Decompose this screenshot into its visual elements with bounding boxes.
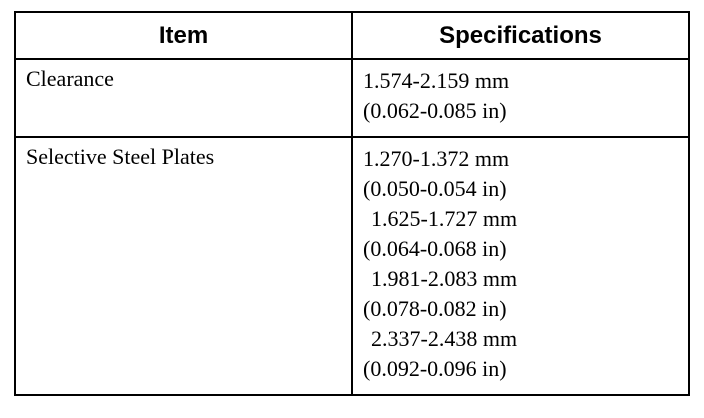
spec-line: 1.574-2.159 mm (363, 68, 510, 93)
spec-line: (0.064-0.068 in) (363, 236, 507, 261)
header-cell: Item (14, 11, 353, 60)
header-cell: Specifications (351, 11, 690, 60)
spec-line: (0.050-0.054 in) (363, 176, 507, 201)
spec-line: 2.337-2.438 mm (371, 326, 518, 351)
header-row: Item Specifications (14, 11, 690, 60)
item-cell: Clearance (14, 58, 353, 138)
table-row: Selective Steel Plates 1.270-1.372 mm (0.0… (14, 136, 690, 396)
spec-line: (0.062-0.085 in) (363, 98, 507, 123)
spec-cell: 1.574-2.159 mm (0.062-0.085 in) (351, 58, 690, 138)
spec-table: Item Specifications Clearance 1.574-2.159… (14, 11, 690, 396)
table-row: Clearance 1.574-2.159 mm (0.062-0.085 in) (14, 58, 690, 138)
spec-line: 1.270-1.372 mm (363, 146, 510, 171)
spec-cell: 1.270-1.372 mm (0.050-0.054 in) 1.625-1.72… (351, 136, 690, 396)
spec-line: 1.981-2.083 mm (371, 266, 518, 291)
spec-line: 1.625-1.727 mm (371, 206, 518, 231)
spec-line: (0.092-0.096 in) (363, 356, 507, 381)
spec-line: (0.078-0.082 in) (363, 296, 507, 321)
item-cell: Selective Steel Plates (14, 136, 353, 396)
